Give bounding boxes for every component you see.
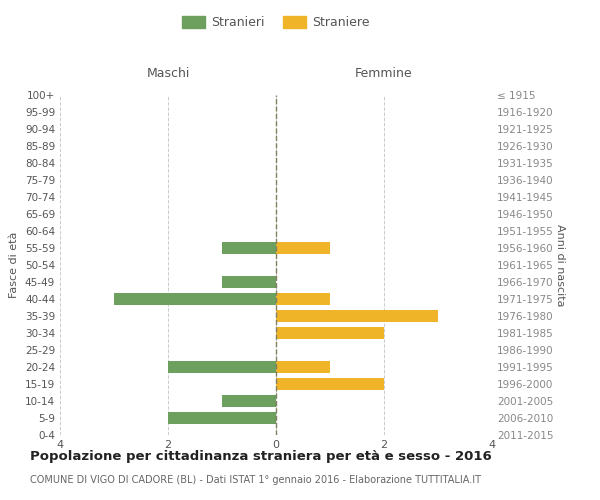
- Legend: Stranieri, Straniere: Stranieri, Straniere: [178, 11, 374, 34]
- Bar: [222, 395, 276, 407]
- Bar: [168, 412, 276, 424]
- Bar: [276, 378, 384, 390]
- Bar: [114, 293, 276, 305]
- Text: Popolazione per cittadinanza straniera per età e sesso - 2016: Popolazione per cittadinanza straniera p…: [30, 450, 492, 463]
- Text: Femmine: Femmine: [355, 66, 413, 80]
- Bar: [168, 361, 276, 373]
- Bar: [222, 242, 276, 254]
- Y-axis label: Anni di nascita: Anni di nascita: [555, 224, 565, 306]
- Bar: [276, 242, 330, 254]
- Bar: [222, 276, 276, 288]
- Bar: [276, 293, 330, 305]
- Bar: [276, 310, 438, 322]
- Bar: [276, 327, 384, 339]
- Bar: [276, 361, 330, 373]
- Y-axis label: Fasce di età: Fasce di età: [10, 232, 19, 298]
- Text: COMUNE DI VIGO DI CADORE (BL) - Dati ISTAT 1° gennaio 2016 - Elaborazione TUTTIT: COMUNE DI VIGO DI CADORE (BL) - Dati IST…: [30, 475, 481, 485]
- Text: Maschi: Maschi: [146, 66, 190, 80]
